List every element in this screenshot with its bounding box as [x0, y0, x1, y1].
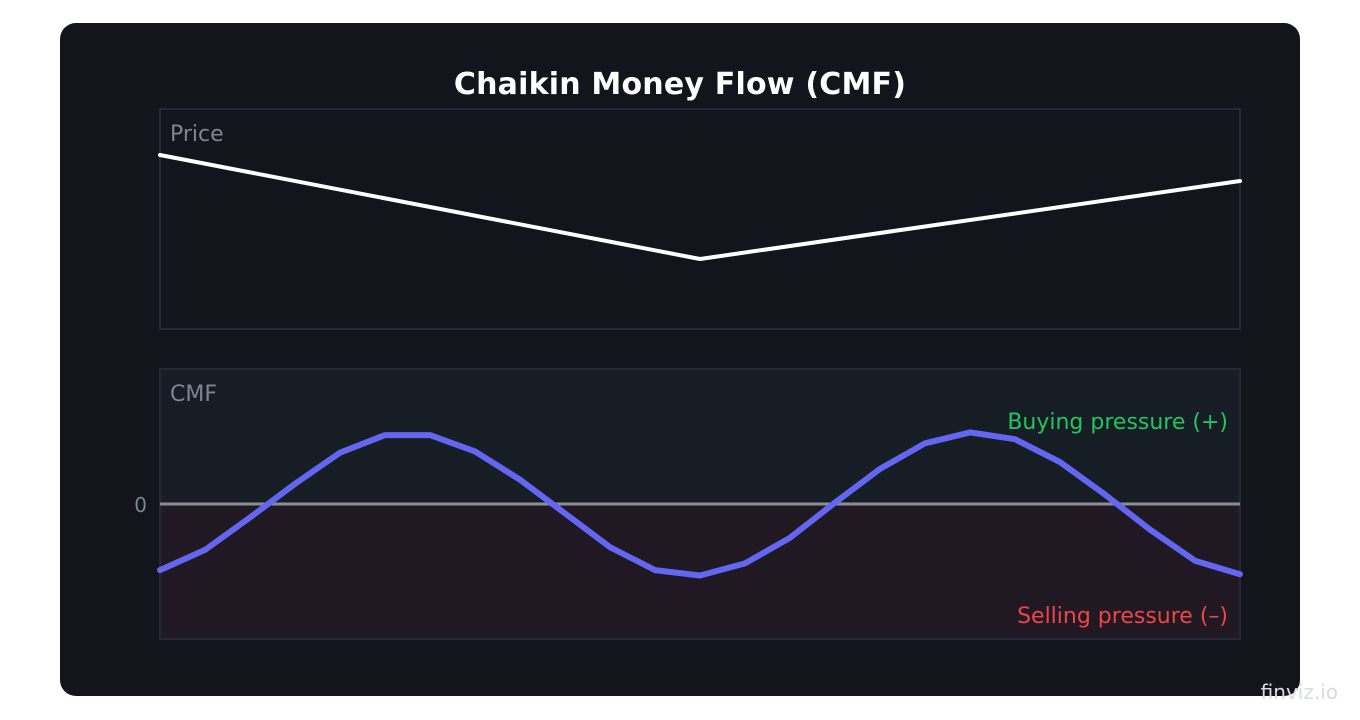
buying-zone — [160, 369, 1240, 504]
chart-title: Chaikin Money Flow (CMF) — [453, 67, 907, 102]
selling-zone — [160, 504, 1240, 639]
zero-tick-label: 0 — [134, 493, 147, 517]
selling-pressure-label: Selling pressure (–) — [1017, 604, 1228, 629]
buying-pressure-label: Buying pressure (+) — [1007, 410, 1228, 435]
price-line — [158, 153, 1242, 261]
watermark: finviz.io — [1260, 680, 1338, 704]
chart-card: Chaikin Money Flow (CMF) Price CMF Buying … — [60, 23, 1300, 696]
cmf-chart: Price CMF Buying pressure (+) Selling press… — [134, 108, 1243, 640]
price-panel-label: Price — [170, 122, 224, 147]
cmf-panel-label: CMF — [170, 382, 217, 407]
cmf-line — [157, 429, 1243, 579]
price-panel — [159, 108, 1241, 330]
